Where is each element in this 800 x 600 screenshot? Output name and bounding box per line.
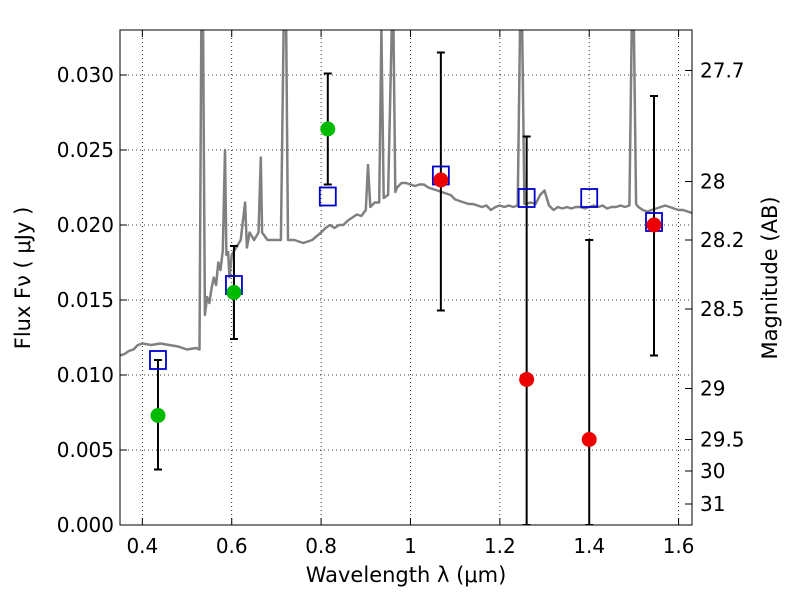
model-square-marker: [149, 350, 167, 370]
x-tick-label: 0.6: [216, 534, 248, 558]
red-data-point: [519, 372, 535, 387]
y-tick-label: 0.025: [57, 138, 114, 162]
y-tick-label: 0.005: [57, 438, 114, 462]
x-tick-label: 1: [404, 534, 417, 558]
x-tick-label: 1.2: [484, 534, 516, 558]
x-tick-label: 0.4: [126, 534, 158, 558]
y2-axis-title: Magnitude (AB): [758, 196, 782, 359]
y2-tick-label: 27.7: [700, 59, 745, 83]
y2-tick-label: 28.5: [700, 297, 745, 321]
y-tick-label: 0.015: [57, 288, 114, 312]
green-data-point: [320, 121, 336, 137]
x-tick-label: 1.4: [573, 534, 605, 558]
y2-tick-label: 30: [700, 459, 725, 483]
grid-layer: [120, 30, 692, 525]
red-data-point: [646, 217, 662, 233]
spectrum-line: [120, 30, 692, 357]
y-tick-label: 0.020: [57, 213, 114, 237]
axis-layer: 0.4 0.6 0.8 1 1.2 1.4 1.6 0.000 0.005 0.010 0.015 0…: [57, 30, 745, 558]
y2-tick-label: 29.5: [700, 428, 745, 452]
y2-tick-label: 29: [700, 377, 725, 401]
model-square-marker: [517, 188, 536, 208]
plot-frame: [119, 29, 693, 526]
red-data-point: [433, 172, 449, 188]
y-tick-label: 0.000: [57, 513, 114, 537]
green-data-point: [150, 408, 166, 423]
data-layer: [120, 30, 692, 525]
y-tick-label: 0.030: [57, 63, 114, 87]
x-tick-label: 1.6: [663, 534, 695, 558]
red-data-point: [581, 432, 597, 447]
model-square-marker: [580, 188, 599, 208]
x-tick-label: 0.8: [305, 534, 337, 558]
x-axis-title: Wavelength λ (μm): [306, 563, 507, 587]
y-tick-label: 0.010: [57, 363, 114, 387]
y-axis-title: Flux Fν ( μJy ): [11, 207, 35, 350]
model-square-marker: [318, 186, 337, 207]
y2-tick-label: 28.2: [700, 228, 745, 252]
y2-tick-label: 28: [700, 170, 725, 194]
green-data-point: [226, 285, 242, 300]
y2-tick-label: 31: [700, 492, 725, 516]
